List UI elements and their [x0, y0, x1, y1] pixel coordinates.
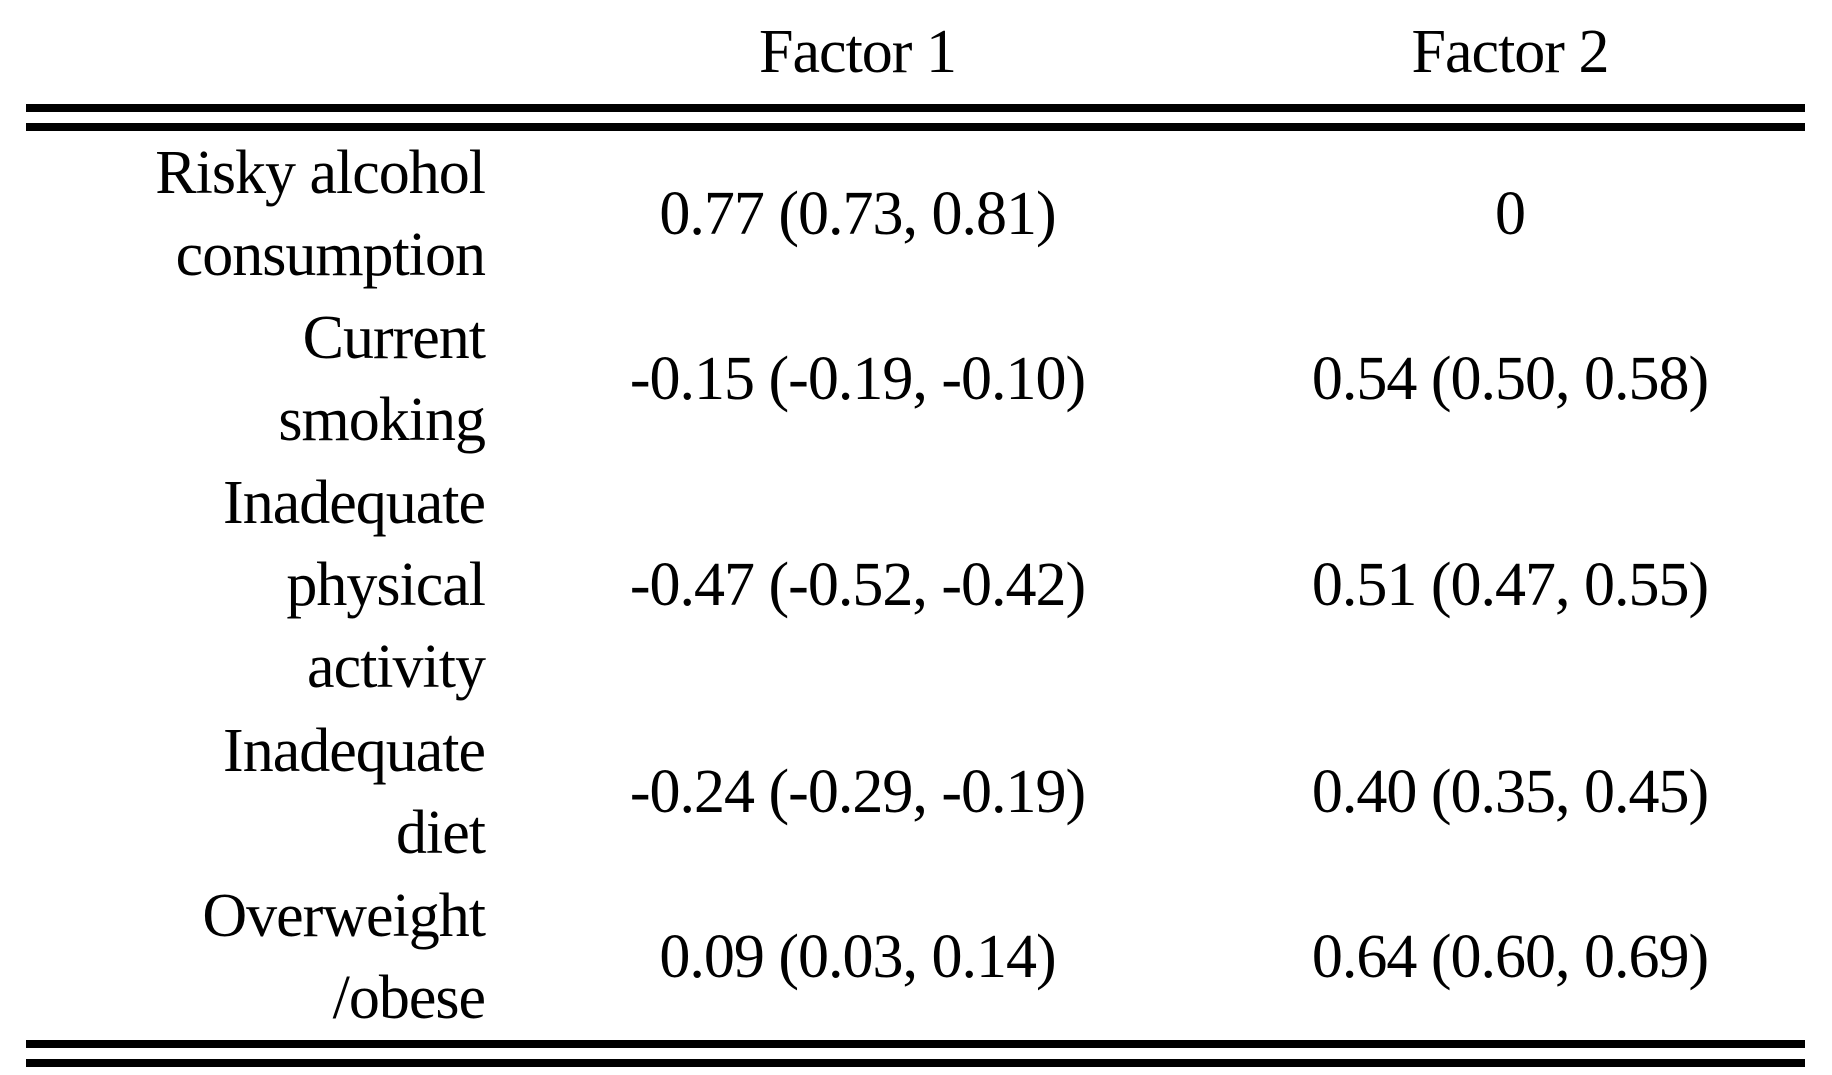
divider-line: [26, 123, 1805, 131]
row-label: Risky alcohol consumption: [155, 138, 486, 289]
table-row-risky-alcohol: Risky alcohol consumption 0.77 (0.73, 0.…: [0, 131, 1832, 296]
divider-line: [26, 1059, 1805, 1067]
table-row-current-smoking: Current smoking -0.15 (-0.19, -0.10) 0.5…: [0, 296, 1832, 461]
divider-line: [26, 104, 1805, 112]
factor-1-value: -0.24 (-0.29, -0.19): [629, 757, 1086, 826]
divider-line: [26, 1040, 1805, 1048]
factor-2-value: 0.51 (0.47, 0.55): [1311, 551, 1709, 619]
factor-1-value: 0.09 (0.03, 0.14): [659, 923, 1056, 991]
factor-1-value: -0.47 (-0.52, -0.42): [629, 551, 1086, 619]
row-label: Inadequate physical activity: [223, 469, 486, 701]
table-header-row: Factor 1 Factor 2: [0, 0, 1832, 104]
factor-2-value: 0: [1495, 179, 1526, 248]
factor-2-value: 0.40 (0.35, 0.45): [1311, 757, 1709, 826]
table-row-inadequate-physical-activity: Inadequate physical activity -0.47 (-0.5…: [0, 461, 1832, 709]
row-label: Current smoking: [278, 303, 486, 454]
factor-2-value: 0.54 (0.50, 0.58): [1311, 344, 1709, 413]
table-row-overweight-obese: Overweight /obese 0.09 (0.03, 0.14) 0.64…: [0, 874, 1832, 1040]
header-divider-double-rule: [26, 104, 1805, 131]
column-header-factor-1: Factor 1: [759, 18, 957, 86]
factor-1-value: -0.15 (-0.19, -0.10): [629, 344, 1086, 413]
column-header-factor-2: Factor 2: [1411, 18, 1610, 86]
bottom-divider-double-rule: [26, 1040, 1805, 1067]
table-row-inadequate-diet: Inadequate diet -0.24 (-0.29, -0.19) 0.4…: [0, 709, 1832, 874]
row-label: Overweight /obese: [202, 882, 486, 1032]
factor-2-value: 0.64 (0.60, 0.69): [1311, 923, 1709, 991]
row-label: Inadequate diet: [223, 716, 486, 867]
factor-1-value: 0.77 (0.73, 0.81): [659, 179, 1056, 248]
